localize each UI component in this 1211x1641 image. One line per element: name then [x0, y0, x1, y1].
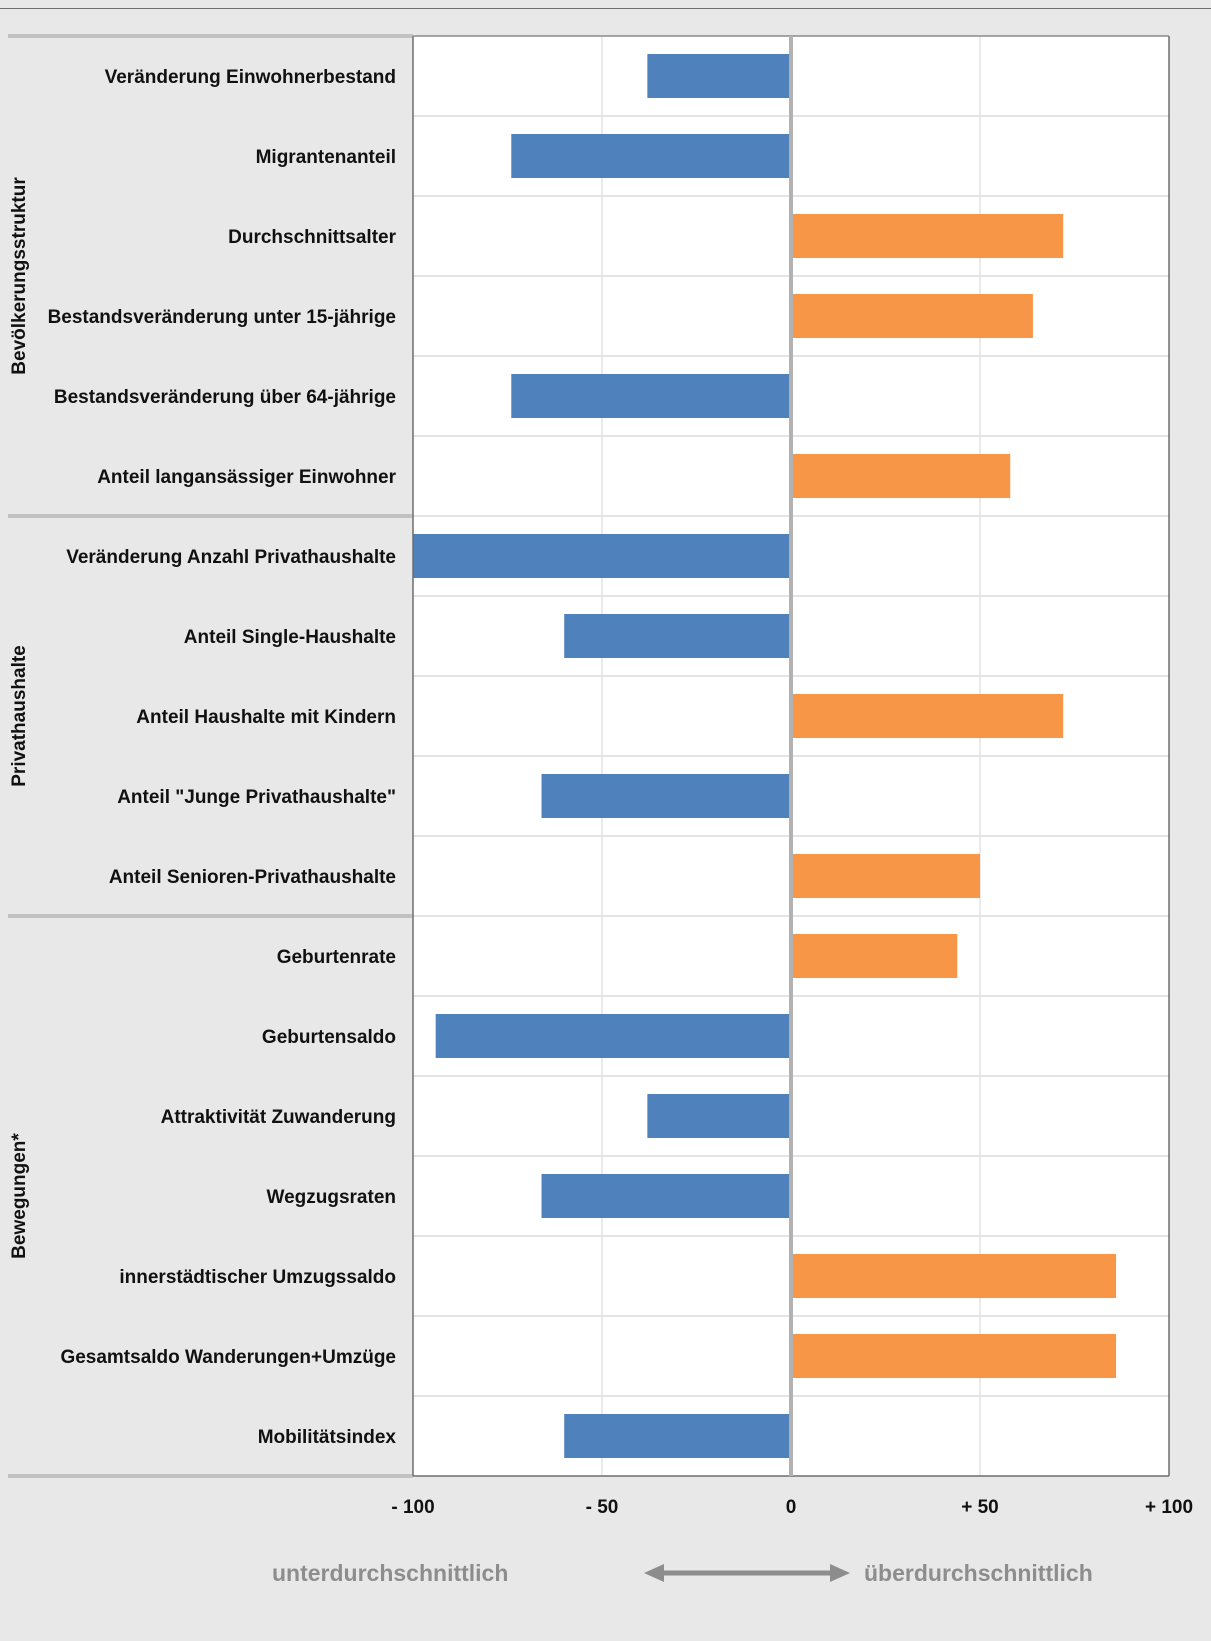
bar: [791, 934, 958, 978]
x-tick-label: 0: [786, 1497, 797, 1518]
x-tick-labels: - 100 - 50 0 + 50 + 100: [391, 1497, 1193, 1518]
bar: [541, 774, 791, 818]
bar: [413, 534, 791, 578]
category-label: Bestandsveränderung unter 15-jährige: [48, 307, 396, 328]
arrow-head-left: [644, 1564, 664, 1582]
category-label: Anteil langansässiger Einwohner: [97, 467, 396, 488]
category-label: Geburtenrate: [277, 947, 396, 968]
category-label: Mobilitätsindex: [258, 1427, 397, 1448]
x-tick-label: - 50: [586, 1497, 619, 1518]
bar: [564, 1414, 791, 1458]
category-label: Gesamtsaldo Wanderungen+Umzüge: [60, 1347, 396, 1368]
bar: [435, 1014, 791, 1058]
group-label: Privathaushalte: [9, 645, 30, 787]
bar: [791, 694, 1064, 738]
bar: [511, 374, 791, 418]
group-label: Bewegungen*: [9, 1133, 30, 1259]
arrow-head-right: [830, 1564, 850, 1582]
bar: [791, 214, 1064, 258]
category-label: Veränderung Anzahl Privathaushalte: [66, 547, 396, 568]
caption-below-average: unterdurchschnittlich: [272, 1560, 509, 1586]
category-label: Anteil Senioren-Privathaushalte: [109, 867, 396, 888]
bar: [511, 134, 791, 178]
group-labels: Bevölkerungsstruktur Privathaushalte Beweg…: [9, 177, 30, 1259]
bar: [791, 454, 1011, 498]
scale-arrow: [644, 1564, 850, 1582]
category-label: Anteil Single-Haushalte: [184, 627, 396, 648]
bar: [791, 854, 980, 898]
group-label: Bevölkerungsstruktur: [9, 177, 30, 375]
category-label: Anteil Haushalte mit Kindern: [136, 707, 396, 728]
bar: [541, 1174, 791, 1218]
category-label: Veränderung Einwohnerbestand: [105, 67, 396, 88]
category-label: Anteil "Junge Privathaushalte": [117, 787, 396, 808]
category-label: Durchschnittsalter: [228, 227, 396, 248]
x-tick-label: - 100: [391, 1497, 434, 1518]
category-label: Bestandsveränderung über 64-jährige: [54, 387, 396, 408]
bar: [791, 294, 1033, 338]
bar: [791, 1334, 1117, 1378]
top-rule: [0, 8, 1211, 9]
x-tick-label: + 100: [1145, 1497, 1193, 1518]
category-label: Wegzugsraten: [266, 1187, 396, 1208]
category-label: innerstädtischer Umzugssaldo: [119, 1267, 396, 1288]
bar: [647, 1094, 791, 1138]
bar: [647, 54, 791, 98]
category-labels: Veränderung Einwohnerbestand Migrantenant…: [48, 67, 397, 1448]
category-label: Attraktivität Zuwanderung: [161, 1107, 396, 1128]
plot-frame: [8, 34, 1170, 1478]
category-label: Migrantenanteil: [256, 147, 396, 168]
bar: [791, 1254, 1117, 1298]
category-label: Geburtensaldo: [262, 1027, 396, 1048]
caption-above-average: überdurchschnittlich: [864, 1560, 1093, 1586]
bar: [564, 614, 791, 658]
x-tick-label: + 50: [961, 1497, 999, 1518]
bars: [413, 54, 1117, 1458]
